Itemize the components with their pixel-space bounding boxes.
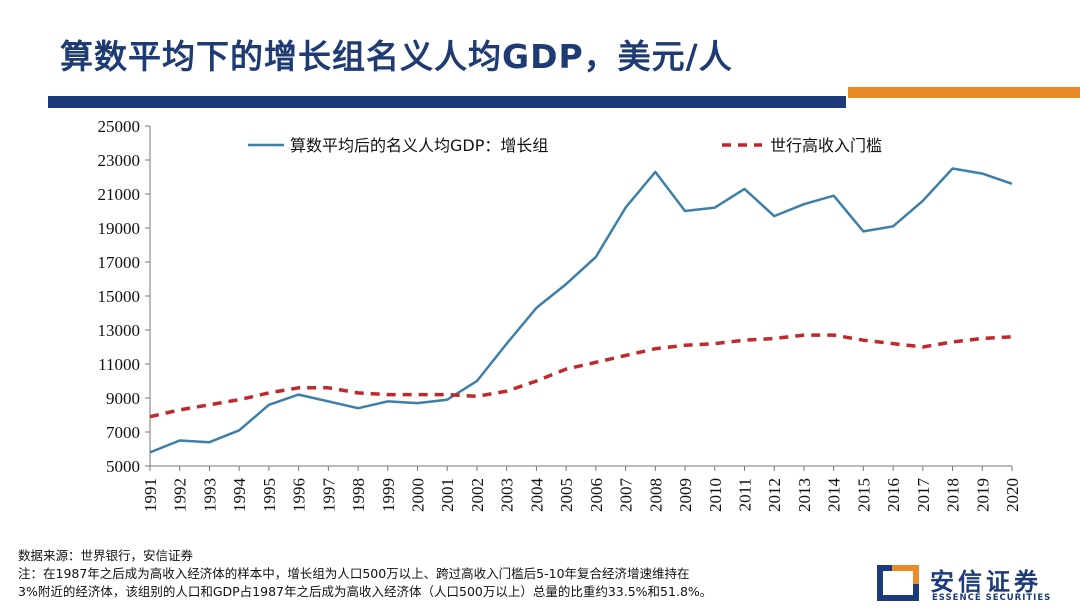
x-tick-label: 1992 xyxy=(171,478,190,512)
y-tick-label: 13000 xyxy=(98,321,141,340)
x-tick-label: 2018 xyxy=(944,478,963,512)
x-tick-label: 2011 xyxy=(735,478,754,511)
x-tick-label: 1999 xyxy=(379,478,398,512)
x-tick-label: 2014 xyxy=(825,478,844,513)
logo-mark-icon xyxy=(877,565,919,601)
x-tick-label: 2013 xyxy=(795,478,814,512)
chart-axes xyxy=(145,125,1013,471)
x-tick-label: 1995 xyxy=(260,478,279,512)
x-tick-labels: 1991 1992 1993 1994 1995 1996 1997 1998 1999 2000… xyxy=(141,478,1022,513)
y-tick-label: 25000 xyxy=(98,117,141,136)
y-tick-label: 9000 xyxy=(106,389,140,408)
y-tick-label: 19000 xyxy=(98,219,141,238)
y-tick-label: 21000 xyxy=(98,185,141,204)
x-tick-label: 2004 xyxy=(527,478,546,513)
x-tick-label: 2001 xyxy=(438,478,457,512)
x-tick-label: 2000 xyxy=(409,478,428,512)
x-tick-label: 2017 xyxy=(914,478,933,513)
y-tick-label: 23000 xyxy=(98,151,141,170)
y-tick-labels: 25000 23000 21000 19000 17000 15000 13000 11000… xyxy=(98,117,141,476)
x-tick-label: 2019 xyxy=(973,478,992,512)
x-tick-label: 1994 xyxy=(230,478,249,513)
x-tick-label: 2008 xyxy=(646,478,665,512)
x-tick-label: 2007 xyxy=(617,478,636,513)
logo-text-en: ESSENCE SECURITIES xyxy=(932,593,1052,603)
series-line-threshold xyxy=(149,333,1013,419)
x-tick-label: 2012 xyxy=(765,478,784,512)
x-tick-label: 2016 xyxy=(884,478,903,512)
note-line-1: 注：在1987年之后成为高收入经济体的样本中，增长组为人口500万以上、跨过高收… xyxy=(18,566,690,581)
data-source: 数据来源：世界银行，安信证券 xyxy=(18,548,194,563)
y-tick-label: 7000 xyxy=(106,423,140,442)
x-tick-label: 2015 xyxy=(854,478,873,512)
x-tick-label: 2003 xyxy=(498,478,517,512)
x-tick-label: 2005 xyxy=(557,478,576,512)
x-tick-label: 2006 xyxy=(587,478,606,512)
x-tick-label: 1991 xyxy=(141,478,160,512)
logo-text-cn: 安信证券 xyxy=(930,568,1042,596)
legend-label-threshold: 世行高收入门槛 xyxy=(770,136,882,155)
x-tick-label: 1993 xyxy=(200,478,219,512)
x-tick-label: 2002 xyxy=(468,478,487,512)
source-notes: 数据来源：世界银行，安信证券 注：在1987年之后成为高收入经济体的样本中，增长… xyxy=(18,547,712,601)
series-line-growth xyxy=(149,167,1013,454)
x-tick-label: 1996 xyxy=(290,478,309,512)
x-tick-label: 2009 xyxy=(676,478,695,512)
y-tick-label: 15000 xyxy=(98,287,141,306)
page-title: 算数平均下的增长组名义人均GDP，美元/人 xyxy=(60,37,733,76)
y-tick-label: 17000 xyxy=(98,253,141,272)
chart-series xyxy=(149,167,1013,454)
chart-legend: 算数平均后的名义人均GDP：增长组 世行高收入门槛 xyxy=(248,136,882,155)
title-underline-orange xyxy=(848,87,1080,98)
x-tick-label: 2020 xyxy=(1003,478,1022,512)
y-tick-label: 5000 xyxy=(106,457,140,476)
x-tick-label: 1998 xyxy=(349,478,368,512)
title-underline-blue xyxy=(48,96,846,108)
legend-label-growth: 算数平均后的名义人均GDP：增长组 xyxy=(290,136,548,155)
company-logo: 安信证券 ESSENCE SECURITIES xyxy=(876,562,1066,606)
y-tick-label: 11000 xyxy=(98,355,140,374)
note-line-2: 3%附近的经济体，该组别的人口和GDP占1987年之后成为高收入经济体（人口50… xyxy=(18,584,713,599)
x-tick-label: 2010 xyxy=(706,478,725,512)
x-tick-label: 1997 xyxy=(319,478,338,513)
